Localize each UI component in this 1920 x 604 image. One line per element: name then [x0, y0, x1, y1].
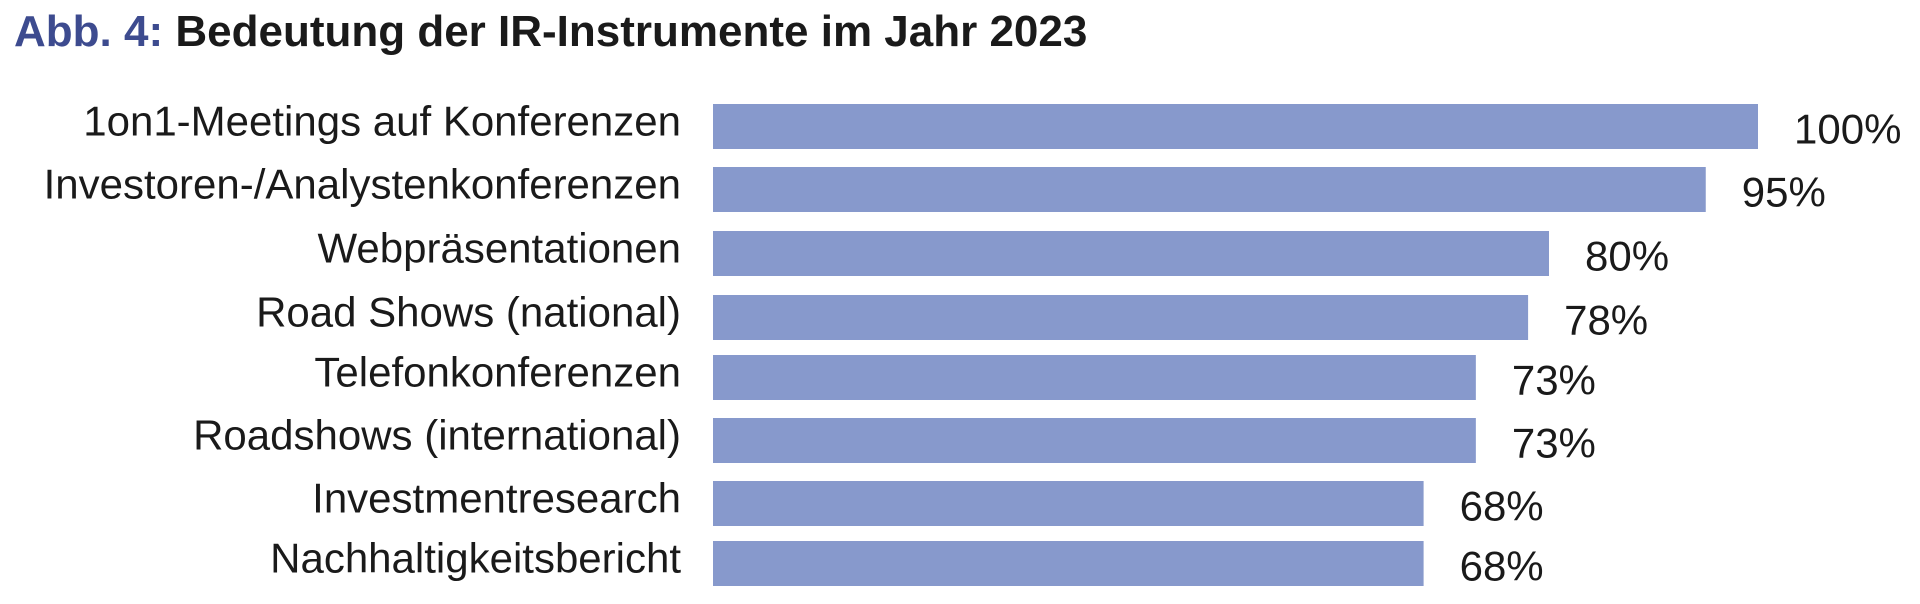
title-text: Bedeutung der IR-Instrumente im Jahr 202…	[175, 7, 1088, 56]
bar-0	[713, 104, 1758, 149]
bar-3	[713, 295, 1529, 340]
value-label: 95%	[1742, 169, 1826, 216]
value-label: 73%	[1512, 357, 1596, 404]
bar-5	[713, 418, 1476, 463]
value-label: 68%	[1460, 483, 1544, 530]
chart-title: Abb. 4: Bedeutung der IR-Instrumente im …	[14, 4, 1087, 60]
category-label: 1on1-Meetings auf Konferenzen	[83, 98, 681, 145]
figure-number: Abb. 4:	[14, 7, 164, 56]
value-label: 78%	[1564, 297, 1648, 344]
bar-1	[713, 167, 1706, 212]
category-label: Telefonkonferenzen	[314, 349, 681, 396]
value-label: 100%	[1794, 106, 1901, 153]
value-label: 68%	[1460, 543, 1544, 590]
category-label: Investoren-/Analystenkonferenzen	[44, 161, 681, 208]
value-label: 73%	[1512, 420, 1596, 467]
bar-4	[713, 355, 1476, 400]
category-label: Nachhaltigkeitsbericht	[270, 535, 681, 582]
category-label: Investmentresearch	[312, 475, 681, 522]
category-label: Road Shows (national)	[256, 289, 681, 336]
value-label: 80%	[1585, 233, 1669, 280]
bar-2	[713, 231, 1549, 276]
category-label: Webpräsentationen	[318, 225, 681, 272]
category-label: Roadshows (international)	[193, 412, 681, 459]
bar-6	[713, 481, 1424, 526]
bar-7	[713, 541, 1424, 586]
